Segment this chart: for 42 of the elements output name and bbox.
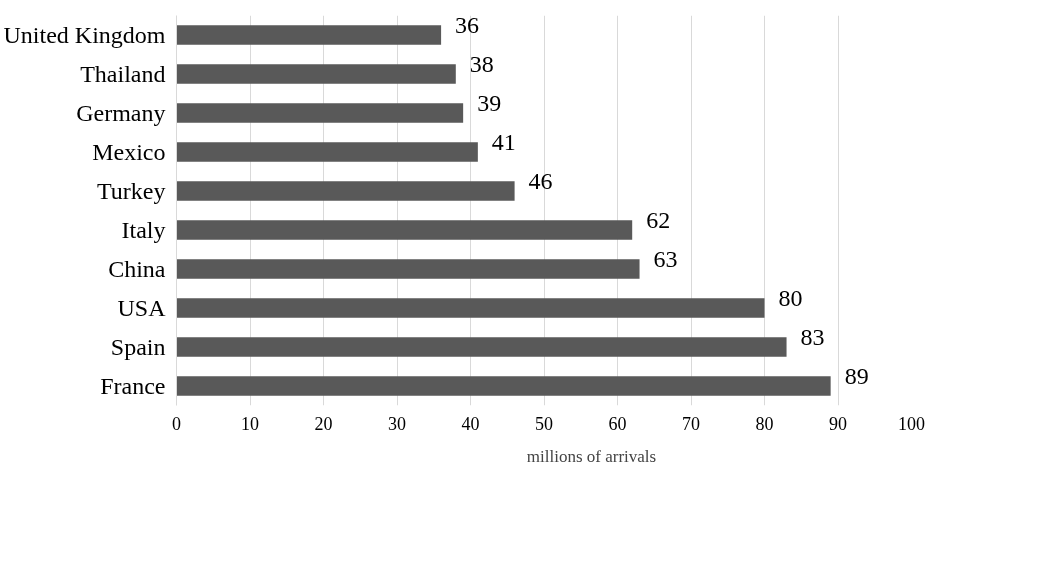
y-tick-label: Turkey xyxy=(97,178,166,204)
y-tick-label: China xyxy=(108,256,166,282)
bar xyxy=(176,64,456,84)
x-tick-label: 70 xyxy=(682,413,700,434)
x-tick-label: 10 xyxy=(241,413,259,434)
x-tick-label: 90 xyxy=(829,413,847,434)
y-tick-label: Mexico xyxy=(92,139,166,165)
text: millions of arrivals xyxy=(526,447,657,467)
data-label: 46 xyxy=(528,168,553,194)
y-tick-label: Italy xyxy=(121,217,166,243)
bar xyxy=(176,103,464,123)
bar xyxy=(176,298,765,318)
bar xyxy=(176,181,515,201)
x-tick-label: 50 xyxy=(535,413,553,434)
data-label: 36 xyxy=(455,12,480,38)
y-tick-label: Germany xyxy=(76,100,166,126)
data-label: 89 xyxy=(844,363,869,389)
y-tick-label: USA xyxy=(117,295,167,321)
y-tick-label: Thailand xyxy=(80,61,166,87)
bar xyxy=(176,376,831,396)
x-tick-label: 60 xyxy=(608,413,627,434)
data-label: 62 xyxy=(646,207,671,233)
x-tick-label: 40 xyxy=(461,413,480,434)
bar xyxy=(176,220,633,240)
x-tick-label: 30 xyxy=(388,413,406,434)
y-tick-label: Spain xyxy=(110,334,166,360)
x-tick-label: 0 xyxy=(172,413,181,434)
data-label: 39 xyxy=(477,90,502,116)
x-tick-label: 20 xyxy=(314,413,333,434)
data-label: 38 xyxy=(469,51,494,77)
data-label: 80 xyxy=(778,285,803,311)
bar xyxy=(176,259,640,279)
data-label: 41 xyxy=(491,129,516,155)
x-tick-label: 80 xyxy=(755,413,774,434)
bar xyxy=(176,142,478,162)
y-tick-label: United Kingdom xyxy=(3,22,166,48)
data-label: 83 xyxy=(800,324,825,350)
bar xyxy=(176,337,787,357)
bar xyxy=(176,25,442,45)
y-tick-label: France xyxy=(100,373,166,399)
data-label: 63 xyxy=(653,246,678,272)
x-tick-label: 100 xyxy=(898,413,925,434)
